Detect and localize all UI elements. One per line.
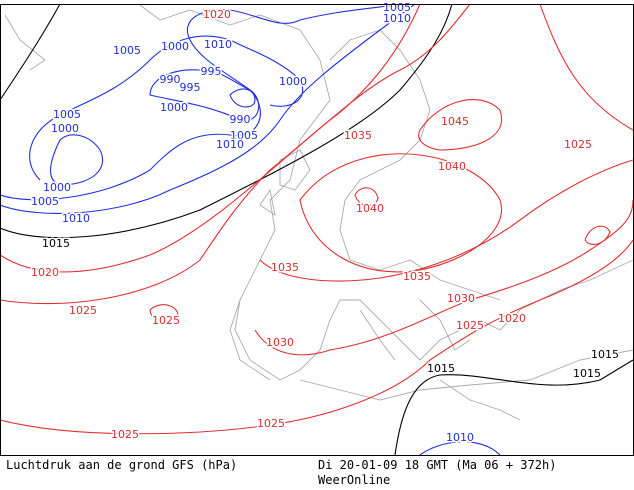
isobars <box>0 3 634 456</box>
isobar-label: 1015 <box>591 348 619 361</box>
isobar-label: 995 <box>201 65 222 78</box>
caption: Luchtdruk aan de grond GFS (hPa) <box>6 458 237 472</box>
isobar-label: 1005 <box>31 195 59 208</box>
valid-time: Di 20-01-09 18 GMT (Ma 06 + 372h) <box>318 458 556 472</box>
isobar-label: 1025 <box>69 304 97 317</box>
isobar-label: 1005 <box>113 44 141 57</box>
isobar-label: 1020 <box>203 8 231 21</box>
isobar-label: 1020 <box>498 312 526 325</box>
isobar-label: 1045 <box>441 115 469 128</box>
isobar-label: 995 <box>180 81 201 94</box>
isobar-label: 1035 <box>344 129 372 142</box>
isobar-label: 1000 <box>160 101 188 114</box>
isobar-label: 1025 <box>152 314 180 327</box>
isobar-label: 1035 <box>271 261 299 274</box>
isobar-label: 1005 <box>53 108 81 121</box>
isobar-label: 1030 <box>447 292 475 305</box>
isobar-label: 1025 <box>111 428 139 441</box>
isobar-label: 1035 <box>403 270 431 283</box>
isobar-label: 1000 <box>51 122 79 135</box>
isobar-label: 1015 <box>42 237 70 250</box>
isobar-label: 1000 <box>279 75 307 88</box>
isobar-label: 1010 <box>204 38 232 51</box>
isobar-label: 1040 <box>438 160 466 173</box>
isobar-label: 1030 <box>266 336 294 349</box>
isobar-label: 1010 <box>216 138 244 151</box>
source: WeerOnline <box>318 473 390 487</box>
isobar-label: 1010 <box>446 431 474 444</box>
isobar-label: 1025 <box>456 319 484 332</box>
isobar-label: 990 <box>230 113 251 126</box>
isobar-label: 1025 <box>257 417 285 430</box>
isobar-label: 1000 <box>43 181 71 194</box>
isobar-label: 1005 <box>230 129 258 142</box>
isobar-label: 1015 <box>573 367 601 380</box>
coastlines <box>4 4 634 421</box>
isobar-label: 1040 <box>356 202 384 215</box>
isobar-label: 1010 <box>383 12 411 25</box>
isobar-label: 1010 <box>62 212 90 225</box>
isobar-label: 1025 <box>564 138 592 151</box>
isobar-label: 1000 <box>161 40 189 53</box>
isobar-label: 1020 <box>31 266 59 279</box>
isobar-label: 1015 <box>427 362 455 375</box>
isobar-label: 990 <box>160 73 181 86</box>
